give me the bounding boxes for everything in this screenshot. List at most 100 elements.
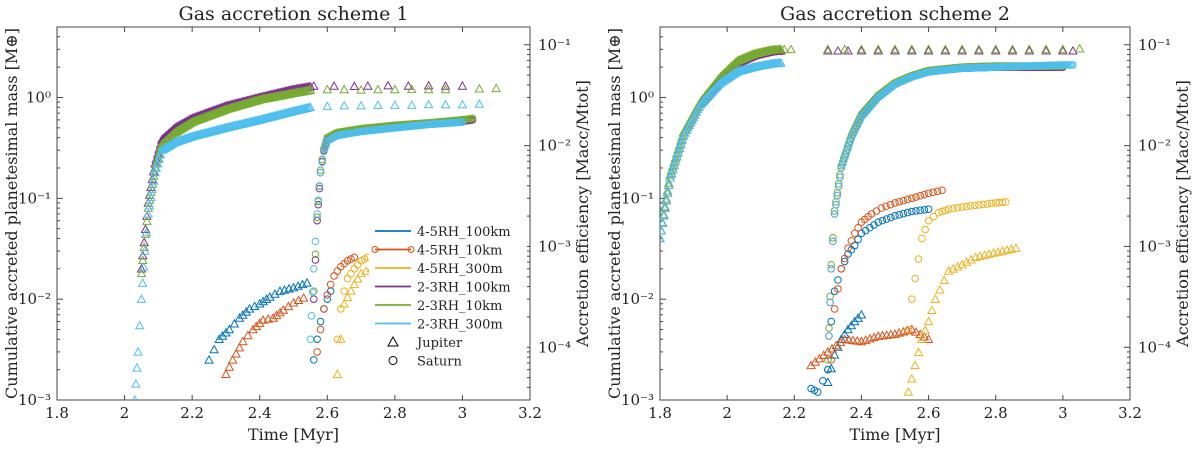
- series-2-3rh-10km-jupiter-marker-tail: [491, 83, 502, 93]
- series-4-5rh-10km-saturn-marker: [877, 204, 886, 212]
- series-4-5rh-10km-saturn-marker: [916, 192, 924, 200]
- legend-item: 4-5RH_100km: [375, 225, 511, 240]
- series-2-3rh-10km-jupiter-marker: [305, 85, 316, 94]
- series-2-3rh-10km-jupiter-marker-tail: [940, 44, 951, 54]
- series-4-5rh-300m-jupiter-marker: [934, 284, 945, 294]
- series-2-3rh-10km-jupiter-marker-tail: [839, 44, 850, 54]
- legend-item: 4-5RH_10km: [371, 244, 502, 259]
- plot-area: [660, 43, 1085, 396]
- series-4-5rh-300m-jupiter-marker: [927, 305, 937, 315]
- series-4-5rh-10km-saturn-marker: [872, 207, 881, 215]
- series-2-3rh-300m-saturn-marker: [845, 141, 853, 150]
- series-4-5rh-300m-saturn-marker: [983, 200, 992, 208]
- series-4-5rh-10km-saturn-marker: [938, 186, 946, 195]
- legend-circle-marker: [371, 246, 379, 253]
- series-2-3rh-300m-jupiter-marker: [660, 210, 669, 220]
- series-2-3rh-300m-saturn-marker: [316, 168, 325, 177]
- series-4-5rh-300m-saturn-marker: [918, 234, 926, 243]
- series-2-3rh-300m-saturn-marker: [318, 158, 327, 166]
- series-2-3rh-300m-jupiter-marker: [673, 147, 683, 157]
- legend-triangle-marker: [387, 335, 399, 347]
- series-2-3rh-10km-jupiter-marker-tail: [1007, 44, 1018, 54]
- series-2-3rh-300m-jupiter-marker: [154, 154, 164, 163]
- series-2-3rh-100km-jupiter-marker-tail: [1024, 45, 1035, 55]
- series-4-5rh-300m-saturn-marker: [1001, 198, 1010, 206]
- series-4-5rh-10km-saturn-marker: [323, 291, 332, 299]
- series-2-3rh-300m-jupiter-marker-tail: [440, 99, 451, 109]
- series-2-3rh-100km-jupiter-marker-tail: [890, 45, 900, 55]
- series-4-5rh-100km-saturn-marker: [907, 207, 916, 216]
- series-4-5rh-100km-jupiter-marker: [209, 344, 219, 354]
- series-2-3rh-300m-jupiter-marker: [147, 184, 158, 193]
- x-tick-label: 3: [458, 404, 468, 422]
- x-tick-label: 2.4: [248, 404, 272, 422]
- series-4-5rh-300m-jupiter-marker: [943, 266, 954, 275]
- x-tick-label: 2.8: [383, 404, 407, 422]
- series-4-5rh-10km-jupiter-marker: [268, 312, 279, 322]
- series-2-3rh-100km-jupiter-marker-tail: [833, 45, 843, 55]
- x-tick-label: 2.4: [849, 404, 873, 422]
- series-4-5rh-100km-jupiter-marker: [229, 318, 240, 328]
- y-tick-label-right: 10⁻²: [538, 137, 571, 155]
- series-4-5rh-100km-saturn-marker: [882, 215, 891, 223]
- series-2-3rh-300m-jupiter-marker-tail: [390, 100, 400, 109]
- series-2-3rh-300m-jupiter-marker: [660, 203, 670, 212]
- series-2-3rh-100km-jupiter-marker-tail: [823, 45, 833, 55]
- series-2-3rh-10km-saturn-marker: [468, 114, 477, 123]
- series-4-5rh-100km-saturn-marker: [903, 208, 912, 217]
- series-2-3rh-300m-saturn-marker: [836, 173, 844, 181]
- series-2-3rh-10km-jupiter-marker-tail: [974, 44, 984, 54]
- series-2-3rh-300m-saturn-marker: [841, 152, 849, 161]
- series-2-3rh-300m-jupiter-marker: [146, 192, 156, 202]
- y-tick-label-left: 10⁰: [629, 88, 654, 106]
- series-4-5rh-300m-saturn-marker: [921, 225, 930, 234]
- series-4-5rh-10km-saturn-marker: [850, 229, 859, 238]
- series-2-3rh-10km-jupiter-marker-tail: [923, 44, 934, 54]
- series-2-3rh-300m-jupiter-marker: [666, 168, 677, 178]
- legend-item: 2-3RH_300m: [375, 318, 503, 333]
- series-4-5rh-300m-jupiter-marker: [903, 386, 914, 396]
- series-4-5rh-100km-saturn-marker: [323, 295, 332, 303]
- series-2-3rh-100km-saturn-marker: [309, 295, 318, 303]
- series-2-3rh-300m-jupiter-marker: [144, 200, 155, 210]
- series-2-3rh-10km-saturn-marker: [827, 260, 836, 269]
- series-2-3rh-300m-saturn-marker: [458, 118, 467, 126]
- series-2-3rh-300m-saturn-marker: [842, 148, 851, 157]
- series-4-5rh-100km-saturn-marker: [924, 205, 933, 214]
- series-2-3rh-300m-jupiter-marker: [151, 163, 162, 172]
- series-4-5rh-100km-saturn-marker: [850, 241, 859, 250]
- y-tick-label-right: 10⁻⁴: [1138, 338, 1171, 356]
- series-4-5rh-300m-jupiter-marker: [948, 263, 959, 273]
- series-2-3rh-300m-saturn-marker: [322, 140, 330, 149]
- series-4-5rh-10km-jupiter-marker: [237, 336, 248, 346]
- series-4-5rh-10km-saturn-marker: [891, 199, 899, 207]
- series-4-5rh-300m-jupiter-marker: [923, 316, 934, 326]
- y-axis-label-left: Cumulative accreted planetesimal mass [M…: [605, 28, 624, 399]
- legend-item: 4-5RH_300m: [375, 262, 503, 277]
- series-2-3rh-300m-saturn-marker: [321, 144, 329, 152]
- series-4-5rh-10km-saturn-marker: [827, 356, 836, 364]
- series-2-3rh-10km-jupiter-marker: [660, 201, 670, 211]
- series-4-5rh-10km-saturn-marker: [847, 236, 856, 245]
- series-4-5rh-300m-saturn-marker: [337, 305, 345, 313]
- series-4-5rh-300m-saturn-marker: [929, 212, 938, 221]
- series-2-3rh-100km-jupiter-marker-tail: [308, 80, 319, 90]
- series-2-3rh-300m-jupiter-marker: [152, 158, 163, 168]
- series-2-3rh-10km-jupiter-marker-tail: [390, 84, 400, 94]
- series-4-5rh-300m-jupiter-marker: [1011, 243, 1021, 252]
- series-2-3rh-300m-saturn-marker: [833, 191, 842, 200]
- series-4-5rh-100km-saturn-marker: [313, 335, 321, 344]
- series-4-5rh-300m-saturn-marker: [975, 201, 983, 209]
- series-4-5rh-100km-jupiter-marker: [234, 312, 245, 322]
- x-axis-label: Time [Myr]: [849, 425, 940, 444]
- series-2-3rh-300m-jupiter-marker-tail: [406, 100, 417, 109]
- series-2-3rh-10km-jupiter-marker-tail: [1041, 44, 1051, 54]
- series-4-5rh-300m-saturn-marker: [343, 274, 352, 283]
- series-2-3rh-300m-saturn-marker: [1069, 61, 1077, 69]
- series-4-5rh-100km-saturn-marker: [840, 257, 849, 266]
- legend-label: 2-3RH_300m: [417, 318, 503, 333]
- panel-1: 1.8 2 2.2 2.4 2.6 2.8 3 3.2 10⁻³ 10⁻² 10⁻¹ 10⁰ 10⁻⁴ 1…: [2, 3, 592, 444]
- series-2-3rh-10km-jupiter-marker-tail: [990, 44, 1001, 54]
- series-4-5rh-10km-saturn-marker: [886, 200, 895, 209]
